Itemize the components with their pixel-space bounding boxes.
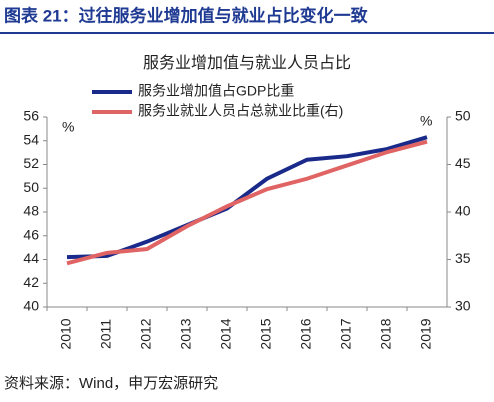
x-tick-label: 2016 bbox=[298, 318, 314, 349]
x-tick-label: 2015 bbox=[258, 318, 274, 349]
y2-unit: % bbox=[420, 113, 432, 129]
x-tick-label: 2013 bbox=[178, 318, 194, 349]
x-tick-label: 2010 bbox=[58, 318, 74, 349]
x-tick-label: 2012 bbox=[138, 318, 154, 349]
y-tick-label: 48 bbox=[23, 203, 39, 219]
y-tick-label: 50 bbox=[23, 179, 39, 195]
x-tick-label: 2018 bbox=[378, 318, 394, 349]
y2-tick-label: 30 bbox=[455, 298, 471, 314]
y-tick-label: 46 bbox=[23, 226, 39, 242]
legend-label: 服务业增加值占GDP比重 bbox=[138, 83, 294, 99]
y2-tick-label: 50 bbox=[455, 108, 471, 124]
y2-tick-label: 40 bbox=[455, 203, 471, 219]
source: 资料来源：Wind，申万宏源研究 bbox=[4, 375, 218, 392]
series-line bbox=[66, 135, 428, 260]
legend-label: 服务业就业人员占总就业比重(右) bbox=[138, 103, 343, 119]
y2-tick-label: 35 bbox=[455, 250, 471, 266]
x-tick-label: 2011 bbox=[98, 319, 114, 349]
y-tick-label: 42 bbox=[23, 274, 39, 290]
y-tick-label: 44 bbox=[23, 250, 39, 266]
y-tick-label: 56 bbox=[23, 108, 39, 124]
x-tick-label: 2019 bbox=[418, 318, 434, 349]
chart-title: 服务业增加值与就业人员占比 bbox=[143, 54, 351, 72]
header: 图表 21：过往服务业增加值与就业占比变化一致 bbox=[4, 5, 369, 25]
y-tick-label: 54 bbox=[23, 131, 39, 147]
series-line bbox=[66, 139, 428, 266]
y-tick-label: 40 bbox=[23, 298, 39, 314]
x-tick-label: 2017 bbox=[338, 318, 354, 349]
y-unit: % bbox=[62, 119, 74, 135]
x-tick-label: 2014 bbox=[218, 318, 234, 349]
y2-tick-label: 45 bbox=[455, 155, 471, 171]
y-tick-label: 52 bbox=[23, 155, 39, 171]
